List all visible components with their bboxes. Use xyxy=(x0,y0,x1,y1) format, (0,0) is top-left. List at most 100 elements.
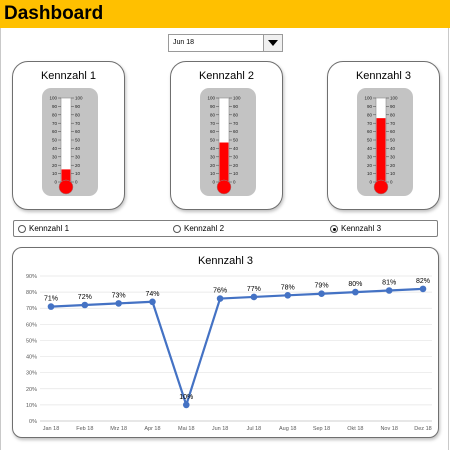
data-point xyxy=(318,290,325,298)
data-point xyxy=(216,295,224,302)
thermometer-fill xyxy=(219,142,229,184)
scale-label-left: 0 xyxy=(212,180,215,185)
y-tick-label: 40% xyxy=(26,355,37,361)
line-chart-card: Kennzahl 3 0% 10% 20% 30% 40% 50% 60% 70% 80% 90%… xyxy=(12,247,439,438)
scale-label-right: 90 xyxy=(75,104,81,109)
data-point xyxy=(385,287,393,294)
x-tick-label: Jun 18 xyxy=(212,426,229,432)
y-tick-label: 50% xyxy=(26,338,37,344)
scale-label-right: 20 xyxy=(390,163,396,168)
x-tick-label: Nov 18 xyxy=(380,426,397,432)
page-title: Dashboard xyxy=(4,3,104,24)
radio-circle-icon[interactable] xyxy=(173,225,181,233)
scale-label-right: 30 xyxy=(390,154,396,159)
scale-label-right: 50 xyxy=(233,138,239,143)
y-tick-label: 80% xyxy=(26,290,37,296)
scale-label-right: 10 xyxy=(75,171,81,176)
scale-label-right: 50 xyxy=(75,138,81,143)
scale-label-left: 10 xyxy=(367,171,373,176)
radio-label: Kennzahl 2 xyxy=(184,224,225,233)
scale-label-right: 30 xyxy=(75,154,81,159)
scale-label-left: 50 xyxy=(367,138,373,143)
scale-label-right: 100 xyxy=(75,96,83,101)
data-label: 10% xyxy=(179,394,193,401)
scale-label-right: 40 xyxy=(390,146,396,151)
y-tick-label: 60% xyxy=(26,322,37,328)
data-label: 81% xyxy=(382,280,396,287)
scale-label-right: 60 xyxy=(233,129,239,134)
y-tick-label: 20% xyxy=(26,387,37,393)
scale-label-right: 20 xyxy=(75,163,81,168)
data-point xyxy=(352,288,359,296)
chevron-down-icon xyxy=(268,40,278,46)
chart-title: Kennzahl 3 xyxy=(197,255,254,267)
scale-label-left: 20 xyxy=(52,163,58,168)
scale-label-right: 40 xyxy=(233,146,239,151)
dropdown-button[interactable] xyxy=(263,35,282,51)
scale-label-right: 90 xyxy=(233,104,239,109)
scale-label-right: 60 xyxy=(75,129,81,134)
x-tick-label: Mrz 18 xyxy=(110,426,127,432)
data-point xyxy=(81,301,89,309)
scale-label-left: 60 xyxy=(210,129,216,134)
scale-label-left: 20 xyxy=(210,163,216,168)
scale-label-right: 0 xyxy=(75,180,78,185)
scale-label-left: 0 xyxy=(54,180,57,185)
data-point xyxy=(182,401,190,409)
data-label: 77% xyxy=(247,286,261,293)
y-tick-label: 70% xyxy=(26,306,37,312)
scale-label-right: 30 xyxy=(233,154,239,159)
data-point xyxy=(47,303,55,310)
month-dropdown[interactable]: Jun 18 xyxy=(168,34,283,52)
radio-label: Kennzahl 3 xyxy=(341,224,382,233)
data-label: 72% xyxy=(78,294,92,301)
y-tick-label: 0% xyxy=(29,419,37,425)
radio-label: Kennzahl 1 xyxy=(29,224,70,233)
scale-label-left: 70 xyxy=(210,121,216,126)
data-point xyxy=(149,298,156,306)
scale-label-right: 10 xyxy=(390,171,396,176)
x-tick-label: Sep 18 xyxy=(313,426,330,432)
scale-label-right: 100 xyxy=(233,96,241,101)
scale-label-left: 100 xyxy=(207,96,215,101)
scale-label-right: 80 xyxy=(233,112,239,117)
scale-label-right: 0 xyxy=(390,180,393,185)
scale-label-right: 50 xyxy=(390,138,396,143)
thermometer-bulb xyxy=(373,179,389,195)
month-dropdown-value: Jun 18 xyxy=(173,39,195,46)
y-tick-label: 90% xyxy=(26,274,37,280)
scale-label-left: 10 xyxy=(52,171,58,176)
kennzahl-radio-group: Kennzahl 1 Kennzahl 2 Kennzahl 3 xyxy=(13,220,438,237)
scale-label-right: 70 xyxy=(75,121,81,126)
scale-label-left: 80 xyxy=(367,112,373,117)
scale-label-left: 40 xyxy=(367,146,373,151)
x-tick-label: Okt 18 xyxy=(347,426,363,432)
scale-label-right: 70 xyxy=(233,121,239,126)
scale-label-right: 20 xyxy=(233,163,239,168)
scale-label-left: 20 xyxy=(367,163,373,168)
scale-label-left: 50 xyxy=(210,138,216,143)
thermometer-fill xyxy=(61,169,71,184)
radio-circle-selected-icon[interactable] xyxy=(330,225,338,233)
thermometer-fill xyxy=(376,118,386,184)
scale-label-left: 90 xyxy=(367,104,373,109)
data-point xyxy=(284,292,292,299)
data-label: 76% xyxy=(213,288,227,295)
scale-label-left: 10 xyxy=(210,171,216,176)
scale-label-right: 40 xyxy=(75,146,81,151)
x-tick-label: Feb 18 xyxy=(76,426,93,432)
scale-label-right: 80 xyxy=(390,112,396,117)
scale-label-right: 80 xyxy=(75,112,81,117)
data-label: 82% xyxy=(416,278,430,285)
line-chart: 0% 10% 20% 30% 40% 50% 60% 70% 80% 90% Jan 18 Feb 1… xyxy=(26,274,432,432)
scale-label-right: 0 xyxy=(233,180,236,185)
x-tick-label: Dez 18 xyxy=(414,426,431,432)
gauge-title: Kennzahl 3 xyxy=(355,70,412,82)
radio-circle-icon[interactable] xyxy=(18,225,26,233)
scale-label-right: 100 xyxy=(390,96,398,101)
scale-label-left: 60 xyxy=(52,129,58,134)
x-tick-label: Jan 18 xyxy=(43,426,60,432)
scale-label-left: 30 xyxy=(210,154,216,159)
